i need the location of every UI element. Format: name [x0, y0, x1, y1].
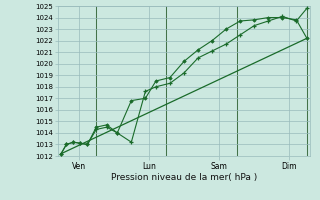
X-axis label: Pression niveau de la mer( hPa ): Pression niveau de la mer( hPa )	[111, 173, 257, 182]
